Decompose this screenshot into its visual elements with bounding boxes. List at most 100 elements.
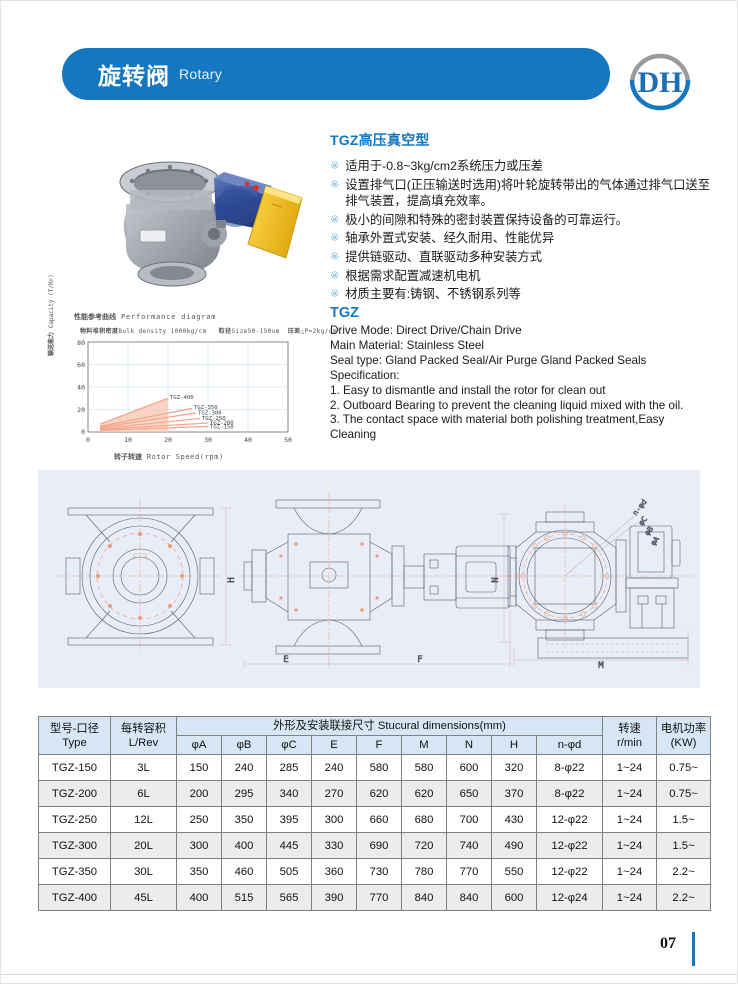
cell-H: 430 [491,806,537,833]
spec-line: 1. Easy to dismantle and install the rot… [330,383,606,397]
table-row: TGZ-150 3L 150 240 285 240 580 580 600 3… [38,754,712,781]
cell-N: 650 [446,780,492,807]
cell-type: TGZ-250 [38,806,111,833]
svg-text:20: 20 [77,406,85,414]
cell-type: TGZ-150 [38,754,111,781]
cell-F: 770 [356,884,402,911]
chart-series-labels: TGZ-400 TGZ-350 TGZ-300 TGZ-250 TGZ-200 … [170,395,234,431]
cell-E: 240 [311,754,357,781]
chart-sub-en2: Size50-150um [231,328,280,335]
cell-volume: 20L [110,832,177,859]
cell-phiB: 460 [221,858,267,885]
logo-text: DH [638,66,683,99]
th-volume-en: L/Rev [128,736,159,749]
th-dim-phiC: φC [266,735,312,755]
list-item-label: 设置排气口(正压输送时选用)将叶轮旋转带出的气体通过排气口送至排气装置，提高填充… [345,177,711,209]
title-bar: 旋转阀 Rotary [62,48,610,100]
th-dim-phiB: φB [221,735,267,755]
list-item: ※ 提供链驱动、直联驱动多种安装方式 [330,249,722,266]
chart-xlabel-cn: 转子转速 [114,454,142,461]
cell-kw: 1.5~ [656,806,712,833]
dim-label-H: H [227,577,237,582]
cell-M: 580 [401,754,447,781]
bullet-mark-icon: ※ [330,269,340,282]
cell-H: 600 [491,884,537,911]
cell-rpm: 1~24 [602,858,658,885]
svg-text:0: 0 [86,436,90,444]
list-item-label: 根据需求配置减速机电机 [345,268,481,283]
series-label-TGZ-250: TGZ-250 [202,416,226,422]
cell-phiA: 150 [176,754,222,781]
th-type: 型号-口径 Type [38,716,111,755]
dim-label-n-phid: n-φd [630,497,648,517]
th-dim-E: E [311,735,357,755]
spec-table-wrap: 型号-口径 Type 每转容积 L/Rev 外形及安装联接尺寸 Stucural… [38,716,712,911]
spec-table: 型号-口径 Type 每转容积 L/Rev 外形及安装联接尺寸 Stucural… [38,716,712,911]
svg-text:60: 60 [77,361,85,369]
cell-E: 330 [311,832,357,859]
spec-line: Seal type: Gland Packed Seal/Air Purge G… [330,353,647,367]
drawing-front-view [238,492,524,668]
cell-rpm: 1~24 [602,806,658,833]
dim-label-F: F [417,655,422,665]
list-item: ※ 设置排气口(正压输送时选用)将叶轮旋转带出的气体通过排气口送至排气装置，提高… [330,177,722,210]
table-row: TGZ-200 6L 200 295 340 270 620 620 650 3… [38,780,712,807]
th-volume-cn: 每转容积 [120,722,167,735]
en-heading: TGZ [330,305,359,321]
page-number-bar [692,932,695,966]
cell-nphid: 12-φ22 [535,858,604,885]
dim-label-N: N [491,577,501,582]
cell-F: 730 [356,858,402,885]
cn-bullet-list: ※ 适用于-0.8~3kg/cm2系统压力或压差 ※ 设置排气口(正压输送时选用… [330,158,722,303]
cell-nphid: 8-φ22 [535,780,604,807]
cell-phiC: 565 [266,884,312,911]
chart-plot-area: 0 20 40 60 80 0 10 20 30 40 50 [77,339,292,444]
chart-title-cn: 性能参考曲线 [74,314,116,321]
bullet-mark-icon: ※ [330,250,340,263]
cell-phiC: 395 [266,806,312,833]
cell-nphid: 12-φ22 [535,806,604,833]
cell-phiC: 340 [266,780,312,807]
cell-volume: 12L [110,806,177,833]
chart-title-en: Performance diagram [121,313,217,321]
th-speed: 转速 r/min [602,716,658,755]
bullet-mark-icon: ※ [330,288,340,301]
series-label-TGZ-350: TGZ-350 [194,405,218,411]
th-power: 电机功率 (KW) [656,716,712,755]
cell-phiC: 285 [266,754,312,781]
cn-heading: TGZ高压真空型 [330,132,430,148]
cell-M: 720 [401,832,447,859]
cell-N: 840 [446,884,492,911]
cell-E: 270 [311,780,357,807]
spec-line: 3. The contact space with material both … [330,413,665,427]
cell-N: 770 [446,858,492,885]
series-label-TGZ-150: TGZ-150 [210,425,234,431]
cell-kw: 1.5~ [656,832,712,859]
rotary-valve-illustration [119,161,303,287]
page-number: 07 [660,935,676,952]
dim-label-E: E [283,655,288,665]
svg-text:30: 30 [204,436,212,444]
english-spec-block: TGZ Drive Mode: Direct Drive/Chain Drive… [330,305,722,443]
cell-nphid: 12-φ22 [535,832,604,859]
chart-yticks: 0 20 40 60 80 [77,339,85,436]
th-type-cn: 型号-口径 [50,722,99,735]
spec-line: Main Material: Stainless Steel [330,338,484,352]
cell-F: 580 [356,754,402,781]
svg-text:50: 50 [284,436,292,444]
cell-phiC: 445 [266,832,312,859]
cell-volume: 6L [110,780,177,807]
cell-N: 740 [446,832,492,859]
performance-chart: 性能参考曲线 Performance diagram 物料堆积密度Bulk de… [48,274,340,468]
cell-type: TGZ-400 [38,884,111,911]
cell-rpm: 1~24 [602,754,658,781]
cell-E: 300 [311,806,357,833]
cell-phiA: 400 [176,884,222,911]
cell-phiA: 350 [176,858,222,885]
list-item-label: 极小的间隙和特殊的密封装置保持设备的可靠运行。 [345,212,629,227]
cell-H: 320 [491,754,537,781]
th-power-cn: 电机功率 [660,722,707,735]
bullet-mark-icon: ※ [330,160,340,172]
svg-text:0: 0 [81,428,85,436]
